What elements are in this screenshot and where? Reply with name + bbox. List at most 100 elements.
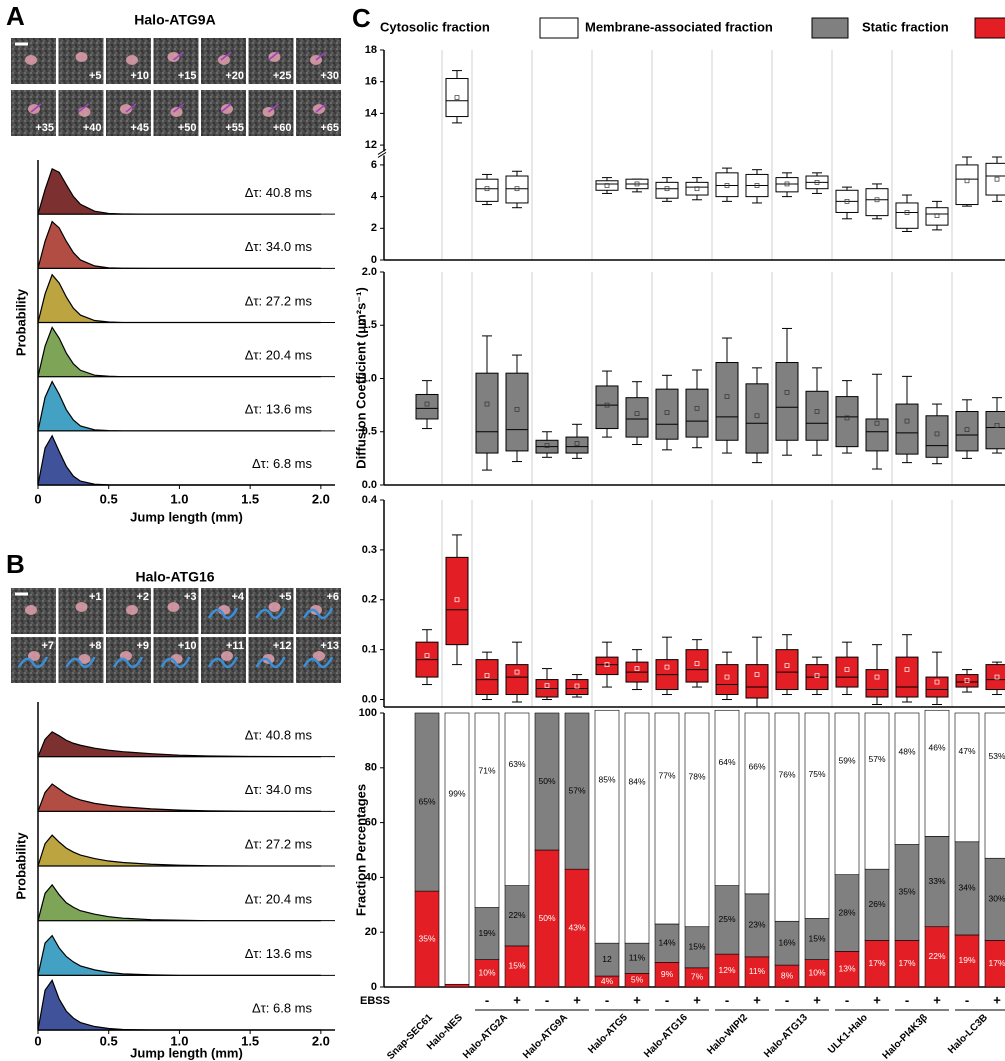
x-tick-label: 2.0 <box>312 491 330 506</box>
y-tick-label: 0.1 <box>362 644 377 656</box>
y-axis-title: Probability <box>13 288 28 356</box>
x-tick-label: 0 <box>34 491 41 506</box>
value-label: 47% <box>958 746 975 756</box>
box <box>656 389 678 439</box>
box <box>686 389 708 437</box>
x-tick-label: 2.0 <box>312 1033 330 1048</box>
box <box>626 398 648 437</box>
y-tick-label: 6 <box>371 159 377 171</box>
row-label: Δτ: 40.8 ms <box>245 727 313 742</box>
legend-swatch <box>812 18 848 38</box>
group-label: ULK1-Halo <box>826 1012 870 1056</box>
frame-label: +25 <box>273 70 292 82</box>
y-tick-label: 0.4 <box>362 494 378 506</box>
box <box>596 657 618 674</box>
frame-label: +1 <box>89 591 102 603</box>
value-label: 33% <box>928 876 945 886</box>
value-label: 9% <box>661 969 674 979</box>
group-label: Halo-ATG9A <box>521 1012 570 1061</box>
box <box>836 657 858 687</box>
value-label: 10% <box>808 968 825 978</box>
row-label: Δτ: 13.6 ms <box>245 946 313 961</box>
value-label: 28% <box>838 907 855 917</box>
row-label: Δτ: 27.2 ms <box>245 293 313 308</box>
ebss-label: EBSS <box>360 995 390 1007</box>
box <box>866 419 888 451</box>
bar-segment <box>715 710 739 885</box>
y-tick-label: 2.0 <box>362 266 377 278</box>
box <box>776 363 798 441</box>
row-label: Δτ: 34.0 ms <box>245 239 313 254</box>
row-label: Δτ: 6.8 ms <box>252 1001 313 1016</box>
particle <box>218 55 230 65</box>
value-label: 5% <box>631 974 644 984</box>
x-tick-label: 0.5 <box>100 491 118 506</box>
panel-letter: A <box>6 1 25 31</box>
box <box>926 208 948 225</box>
value-label: 14% <box>658 937 675 947</box>
frame-label: +15 <box>178 70 197 82</box>
image-title: Halo-ATG16 <box>135 569 214 585</box>
value-label: 26% <box>868 899 885 909</box>
value-label: 11% <box>629 952 646 962</box>
frame-label: +20 <box>225 70 244 82</box>
y-tick-label: 18 <box>365 44 377 56</box>
y-tick-label: 14 <box>365 107 378 119</box>
row-label: Δτ: 20.4 ms <box>245 348 313 363</box>
bar-segment <box>685 713 709 927</box>
y-tick-label: 100 <box>359 707 377 719</box>
frame-label: +6 <box>326 591 339 603</box>
ebss-sign: - <box>545 992 549 1007</box>
value-label: 23% <box>748 920 765 930</box>
ebss-sign: - <box>725 992 729 1007</box>
particle <box>25 605 37 615</box>
y-tick-label: 0.0 <box>362 479 377 491</box>
value-label: 78% <box>688 771 705 781</box>
group-label: Halo-ATG16 <box>642 1012 690 1060</box>
group-label: Halo-WIPI2 <box>705 1012 750 1057</box>
value-label: 35% <box>418 933 435 943</box>
value-label: 85% <box>598 774 615 784</box>
box <box>506 176 528 203</box>
bar-segment <box>925 710 949 836</box>
particle <box>79 107 91 117</box>
figure: AHalo-ATG9A+5+10+15+20+25+30+35+40+45+50… <box>0 0 1005 1061</box>
bar-segment <box>625 713 649 943</box>
x-tick-label: 0 <box>34 1033 41 1048</box>
value-label: 10% <box>478 968 495 978</box>
box <box>986 412 1005 449</box>
frame-label: +7 <box>41 640 54 652</box>
particle <box>126 605 138 615</box>
y-axis-title: Diffusion Coefficient (μm²s⁻¹) <box>353 287 368 469</box>
box <box>446 79 468 117</box>
box <box>596 181 618 191</box>
value-label: 57% <box>868 754 885 764</box>
box <box>416 394 438 418</box>
frame-label: +5 <box>279 591 292 603</box>
value-label: 4% <box>601 976 614 986</box>
bar-segment <box>895 713 919 845</box>
value-label: 66% <box>748 762 765 772</box>
particle <box>269 602 281 612</box>
bar-segment <box>445 713 469 984</box>
y-tick-label: 0.2 <box>362 594 377 606</box>
box <box>716 173 738 197</box>
y-axis-title: Fraction Percentages <box>353 784 368 916</box>
ebss-sign: + <box>933 992 941 1007</box>
box <box>956 412 978 451</box>
value-label: 43% <box>568 922 585 932</box>
frame-label: +9 <box>136 640 149 652</box>
box <box>866 189 888 216</box>
particle <box>76 52 88 62</box>
group-label: Halo-ATG13 <box>762 1012 810 1060</box>
value-label: 46% <box>928 742 945 752</box>
particle <box>25 55 37 65</box>
value-label: 75% <box>808 769 825 779</box>
ebss-sign: + <box>513 992 521 1007</box>
ebss-sign: - <box>605 992 609 1007</box>
value-label: 7% <box>691 972 704 982</box>
box <box>866 670 888 697</box>
value-label: 53% <box>988 751 1005 761</box>
value-label: 99% <box>448 789 465 799</box>
value-label: 30% <box>988 894 1005 904</box>
